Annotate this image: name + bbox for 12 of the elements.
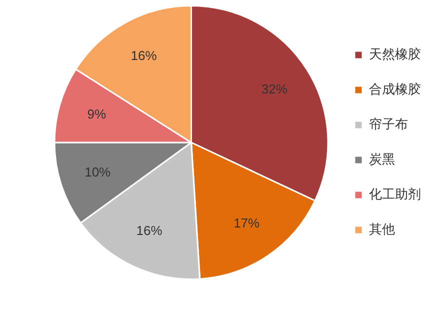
- legend-label: 炭黑: [369, 151, 395, 166]
- data-label: 16%: [130, 48, 158, 63]
- data-label: 17%: [234, 216, 260, 231]
- legend-label: 其他: [369, 221, 395, 236]
- data-label: 10%: [84, 164, 112, 180]
- legend-label: 合成橡胶: [369, 81, 421, 96]
- legend-label: 化工助剂: [369, 186, 421, 202]
- data-label: 9%: [87, 106, 107, 122]
- data-label: 16%: [136, 223, 163, 238]
- legend-label: 天然橡胶: [369, 46, 421, 62]
- data-label: 32%: [261, 81, 288, 96]
- legend-label: 帘子布: [369, 116, 408, 132]
